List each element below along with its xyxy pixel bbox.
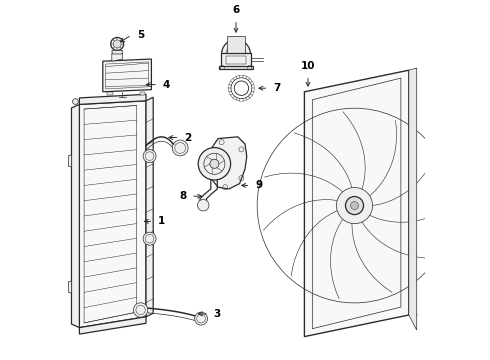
Circle shape [221,40,250,68]
Text: 3: 3 [214,309,221,319]
Text: 8: 8 [179,191,186,201]
Circle shape [73,99,78,104]
Polygon shape [72,104,79,328]
Circle shape [195,312,208,325]
Circle shape [143,150,156,163]
Circle shape [198,148,231,180]
Text: 5: 5 [137,30,144,40]
Polygon shape [409,68,416,330]
Polygon shape [68,281,72,292]
Circle shape [133,303,148,317]
Polygon shape [68,155,72,166]
Circle shape [210,159,219,168]
Polygon shape [140,92,145,95]
Polygon shape [146,97,153,317]
Circle shape [345,197,364,215]
Polygon shape [112,50,122,54]
Polygon shape [103,59,151,92]
Text: 2: 2 [184,132,191,143]
Text: 4: 4 [163,80,170,90]
Polygon shape [304,70,409,337]
Text: 6: 6 [232,5,240,15]
Polygon shape [79,94,146,104]
Circle shape [337,188,372,224]
Circle shape [143,232,156,245]
Text: 7: 7 [273,83,280,93]
Polygon shape [219,66,253,69]
Circle shape [172,140,188,156]
Polygon shape [227,36,245,54]
Circle shape [350,202,359,210]
Polygon shape [107,92,113,95]
Text: 1: 1 [158,216,165,226]
Circle shape [113,40,121,48]
Polygon shape [79,101,146,328]
Circle shape [197,199,209,211]
Text: 9: 9 [255,180,262,190]
Text: 10: 10 [301,61,315,71]
Polygon shape [211,137,247,189]
Polygon shape [221,53,251,67]
Polygon shape [112,53,122,61]
Polygon shape [79,317,146,334]
Circle shape [111,37,123,50]
